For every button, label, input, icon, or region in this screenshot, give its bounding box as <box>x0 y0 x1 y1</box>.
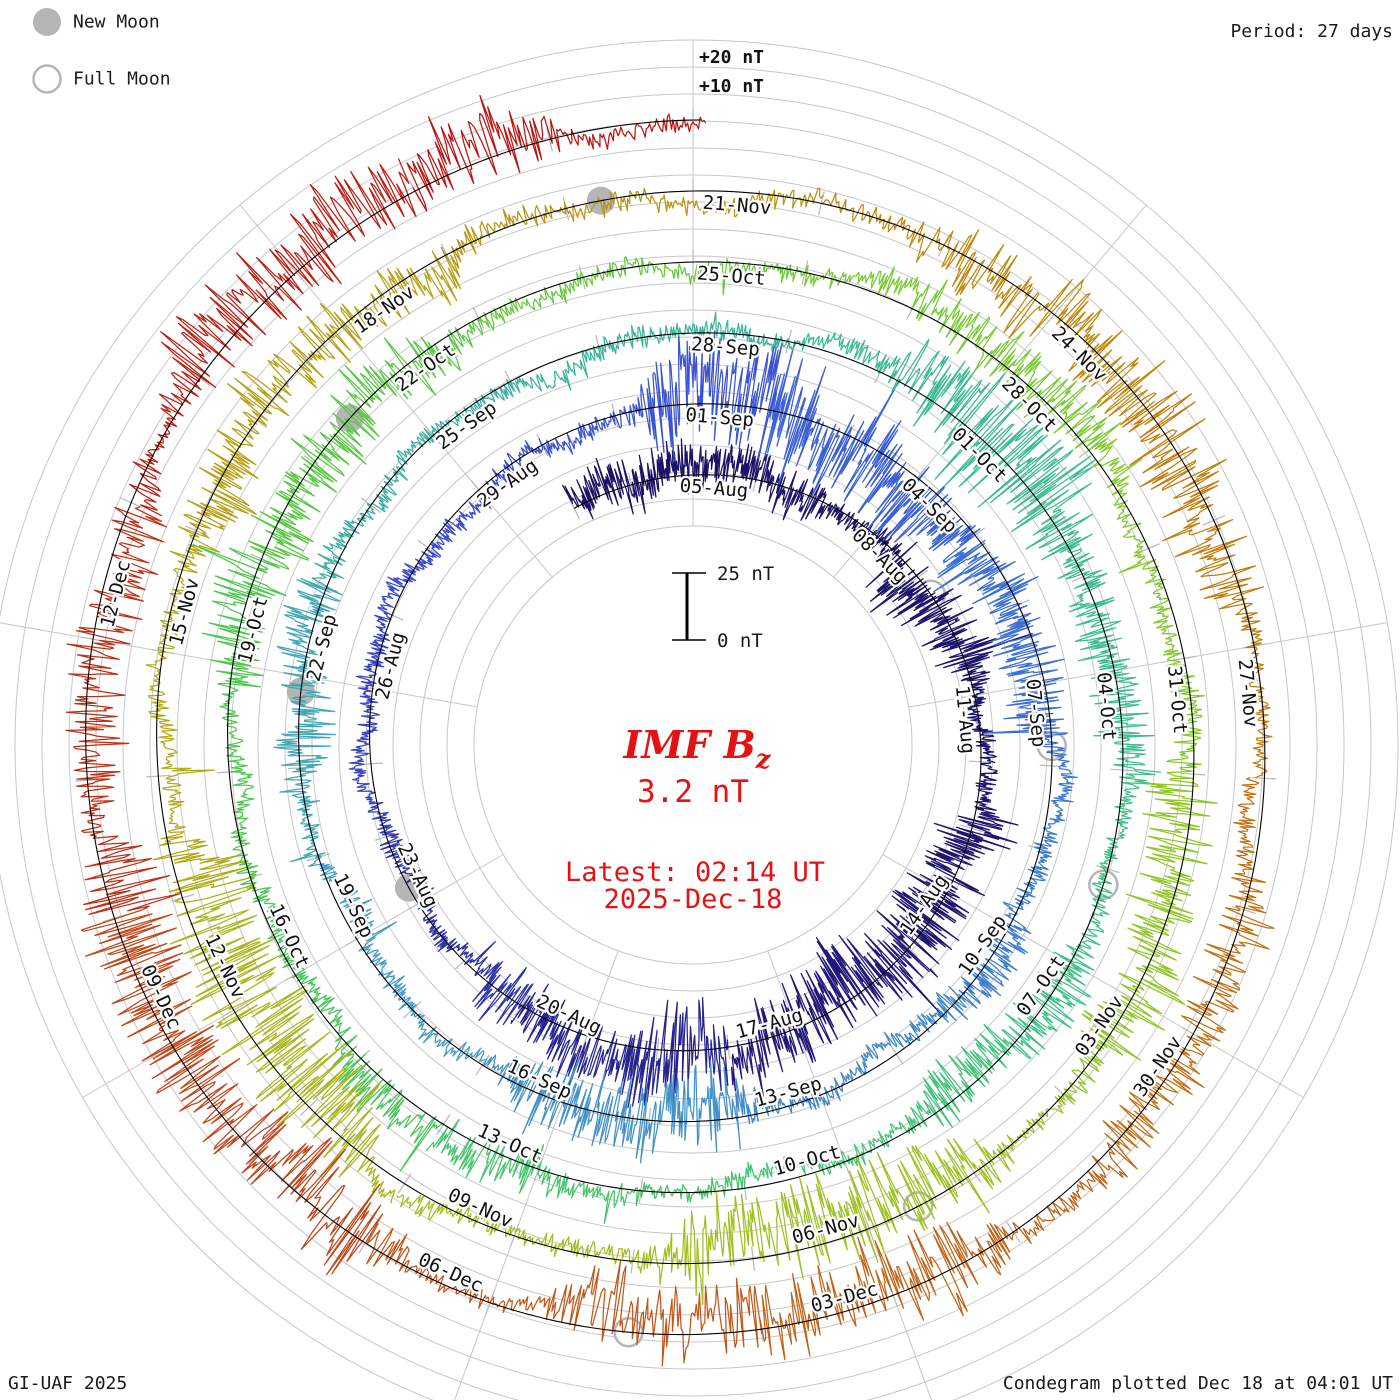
bz-trace-segment <box>876 761 1019 965</box>
date-label: 25-Oct <box>696 262 766 290</box>
date-label: 05-Aug <box>679 475 749 503</box>
bz-trace-segment <box>273 578 343 863</box>
bz-trace-segment <box>65 505 181 916</box>
scale-bar: 25 nT 0 nT <box>672 563 774 652</box>
plot-title: IMF Bz <box>623 722 772 775</box>
latest-time: Latest: 02:14 UT <box>565 857 825 888</box>
plot-title-main: IMF B <box>623 722 756 767</box>
moon-legend: New Moon Full Moon <box>32 8 171 94</box>
bz-trace-segment <box>743 1023 1012 1187</box>
bz-trace-segment <box>479 255 805 331</box>
scale-bar-bottom-label: 0 nT <box>717 630 763 652</box>
date-label: 06-Dec <box>415 1249 487 1298</box>
ring-plus10-label: +10 nT <box>699 76 764 97</box>
bz-trace-segment <box>510 311 789 394</box>
bz-trace-segment <box>128 158 417 517</box>
period-label: Period: 27 days <box>1230 21 1393 42</box>
bz-trace-segment <box>786 331 1074 508</box>
bz-trace-segment <box>735 985 969 1150</box>
date-label: 21-Nov <box>702 192 772 220</box>
bz-trace-segment <box>543 330 784 462</box>
spiral-baseline <box>85 119 1266 1336</box>
bz-trace-segment <box>754 453 929 613</box>
bz-trace-segment <box>240 877 445 1172</box>
date-label: 09-Nov <box>444 1184 516 1233</box>
center-readout: IMF Bz 3.2 nT Latest: 02:14 UT 2025-Dec-… <box>565 722 825 915</box>
bz-trace-segment <box>510 983 729 1109</box>
date-label: 28-Sep <box>690 333 760 361</box>
bz-trace-segment <box>561 438 763 520</box>
bz-trace-segment <box>311 378 515 589</box>
bz-trace-segment <box>366 1223 763 1367</box>
grid-radial-line <box>908 622 1388 708</box>
date-label: 09-Dec <box>136 961 185 1032</box>
day-tick <box>568 497 581 520</box>
bz-trace-segment <box>933 535 1070 768</box>
bz-trace-segment <box>396 1192 750 1306</box>
bz-trace-segment <box>1063 772 1218 1106</box>
bz-trace-segment <box>759 1142 1138 1361</box>
plot-title-subscript: z <box>755 745 772 775</box>
credit-label: GI-UAF 2025 <box>8 1373 127 1394</box>
bz-trace-segment <box>308 856 486 1062</box>
bz-trace-segment <box>746 1093 1067 1280</box>
date-label: 04-Sep <box>897 474 961 538</box>
latest-value: 3.2 nT <box>637 774 749 810</box>
full-moon-icon <box>32 64 62 94</box>
bz-trace-segment <box>886 578 1033 764</box>
bz-trace-segment <box>764 340 981 552</box>
bz-trace-segment <box>80 909 384 1276</box>
bz-trace-segment <box>730 924 942 1097</box>
bz-trace-segment <box>803 264 1122 452</box>
date-label: 20-Aug <box>533 990 605 1039</box>
bz-trace-segment <box>1091 438 1205 774</box>
new-moon-icon <box>33 8 61 36</box>
latest-date: 2025-Dec-18 <box>604 884 783 915</box>
date-label: 22-Oct <box>391 339 460 397</box>
bz-spiral-trace <box>65 94 1275 1367</box>
bz-trace-segment <box>958 765 1078 1009</box>
scale-bar-top-label: 25 nT <box>717 563 774 585</box>
bz-trace-segment <box>169 883 396 1204</box>
bz-trace-segment <box>1102 776 1275 1152</box>
bz-trace-segment <box>247 317 484 570</box>
bz-trace-segment <box>483 1054 738 1164</box>
bz-trace-segment <box>183 246 462 534</box>
spiral-generated-layer: 05-Aug08-Aug11-Aug14-Aug17-Aug20-Aug23-A… <box>0 39 1399 1400</box>
bz-trace-segment <box>406 94 707 212</box>
plotted-timestamp-label: Condegram plotted Dec 18 at 04:01 UT <box>1003 1373 1393 1394</box>
bz-trace-segment <box>192 544 287 879</box>
date-label: 19-Sep <box>329 870 378 941</box>
new-moon-label: New Moon <box>73 12 160 33</box>
bz-trace-segment <box>425 1118 744 1225</box>
bz-trace-segment <box>145 526 251 895</box>
bz-trace-segment <box>1011 455 1162 773</box>
bz-trace-segment <box>821 192 1166 426</box>
date-label: 23-Aug <box>393 840 442 911</box>
full-moon-label: Full Moon <box>73 69 171 90</box>
date-label: 18-Nov <box>350 281 419 339</box>
ring-plus20-label: +20 nT <box>699 47 764 68</box>
date-label: 01-Sep <box>685 404 755 432</box>
bz-trace-segment <box>379 833 534 1026</box>
